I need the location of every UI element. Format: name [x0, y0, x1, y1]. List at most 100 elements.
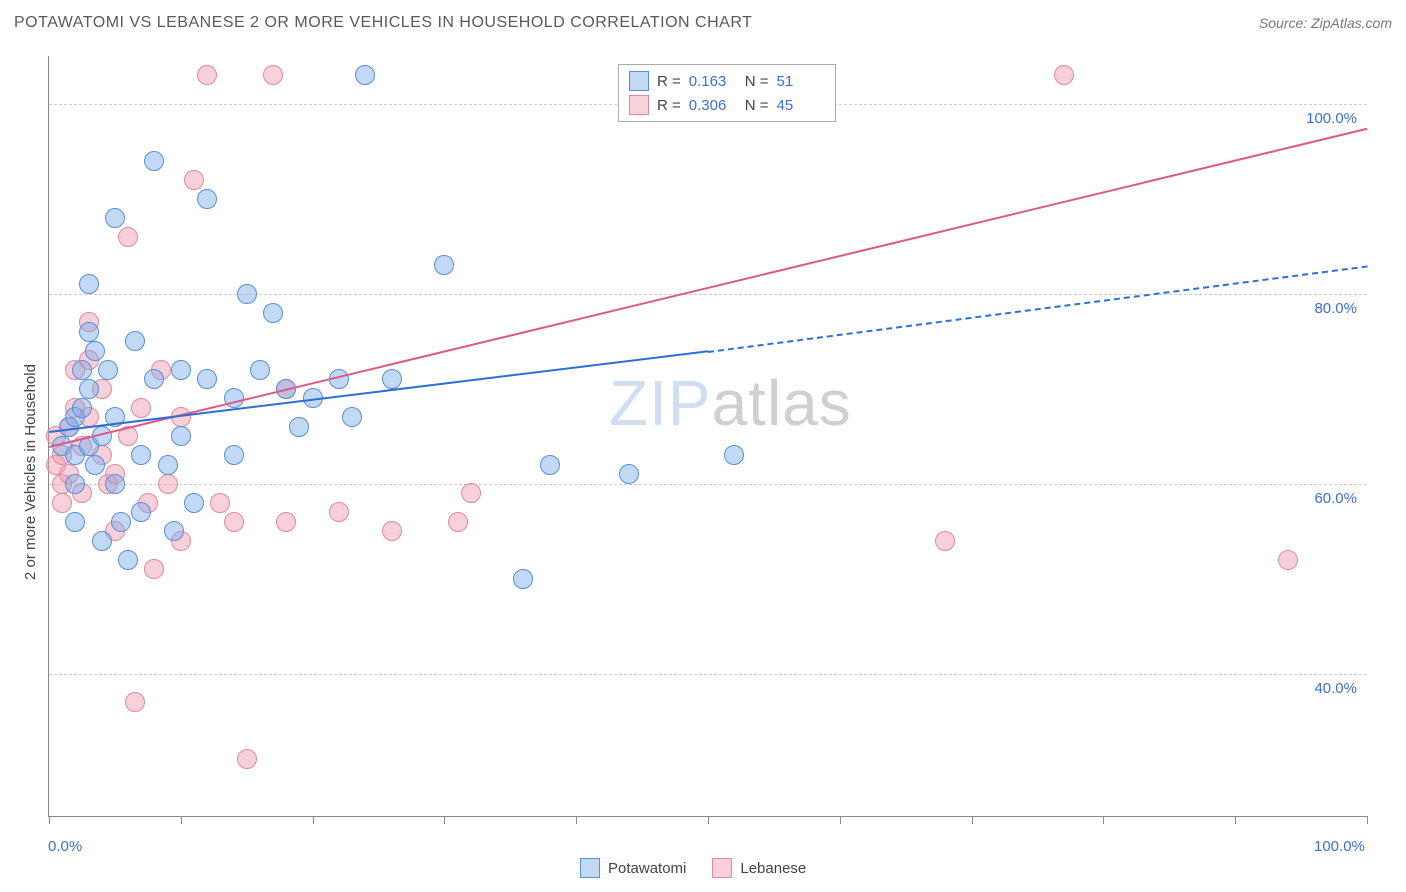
- r-label: R =: [657, 73, 681, 90]
- tick-x: [313, 816, 314, 824]
- correlation-stats-box: R =0.163N =51R =0.306N =45: [618, 64, 836, 122]
- tick-x: [444, 816, 445, 824]
- watermark: ZIPatlas: [609, 366, 852, 440]
- point-potawatomi: [513, 569, 533, 589]
- tick-x: [1103, 816, 1104, 824]
- tick-x: [1367, 816, 1368, 824]
- point-potawatomi: [79, 379, 99, 399]
- swatch-potawatomi: [580, 858, 600, 878]
- x-tick-label-min: 0.0%: [48, 838, 82, 855]
- point-potawatomi: [144, 151, 164, 171]
- tick-x: [972, 816, 973, 824]
- point-potawatomi: [250, 360, 270, 380]
- point-lebanese: [276, 512, 296, 532]
- trendline-potawatomi-ext: [708, 265, 1367, 352]
- tick-x: [181, 816, 182, 824]
- legend-item-lebanese: Lebanese: [712, 858, 806, 878]
- point-potawatomi: [125, 331, 145, 351]
- point-lebanese: [263, 65, 283, 85]
- point-potawatomi: [79, 274, 99, 294]
- gridline-y: [49, 674, 1367, 675]
- point-potawatomi: [619, 464, 639, 484]
- point-potawatomi: [171, 360, 191, 380]
- point-lebanese: [118, 227, 138, 247]
- source-name: ZipAtlas.com: [1311, 15, 1392, 31]
- point-lebanese: [158, 474, 178, 494]
- source-label: Source:: [1259, 15, 1307, 31]
- point-potawatomi: [98, 360, 118, 380]
- point-potawatomi: [92, 531, 112, 551]
- point-lebanese: [1278, 550, 1298, 570]
- r-value: 0.163: [689, 73, 737, 90]
- point-potawatomi: [72, 360, 92, 380]
- y-tick-label: 80.0%: [1314, 300, 1357, 317]
- y-tick-label: 60.0%: [1314, 490, 1357, 507]
- watermark-atlas: atlas: [712, 367, 852, 439]
- legend-label: Potawatomi: [608, 860, 686, 877]
- point-potawatomi: [65, 512, 85, 532]
- point-potawatomi: [105, 474, 125, 494]
- point-potawatomi: [540, 455, 560, 475]
- point-potawatomi: [164, 521, 184, 541]
- point-potawatomi: [263, 303, 283, 323]
- n-value: 51: [777, 73, 825, 90]
- point-potawatomi: [131, 502, 151, 522]
- point-potawatomi: [65, 474, 85, 494]
- n-label: N =: [745, 73, 769, 90]
- point-potawatomi: [197, 369, 217, 389]
- point-lebanese: [329, 502, 349, 522]
- point-potawatomi: [85, 341, 105, 361]
- point-lebanese: [237, 749, 257, 769]
- point-potawatomi: [105, 208, 125, 228]
- point-potawatomi: [342, 407, 362, 427]
- point-potawatomi: [237, 284, 257, 304]
- swatch-potawatomi: [629, 71, 649, 91]
- r-value: 0.306: [689, 97, 737, 114]
- point-lebanese: [461, 483, 481, 503]
- point-lebanese: [184, 170, 204, 190]
- stats-row-potawatomi: R = 0.163 N = 51: [629, 69, 825, 93]
- point-potawatomi: [131, 445, 151, 465]
- gridline-y: [49, 484, 1367, 485]
- swatch-lebanese: [712, 858, 732, 878]
- x-tick-label-max: 100.0%: [1314, 838, 1365, 855]
- point-potawatomi: [144, 369, 164, 389]
- tick-x: [708, 816, 709, 824]
- swatch-lebanese: [629, 95, 649, 115]
- legend-label: Lebanese: [740, 860, 806, 877]
- point-lebanese: [382, 521, 402, 541]
- point-potawatomi: [382, 369, 402, 389]
- stats-row-lebanese: R =0.306N =45: [629, 93, 825, 117]
- legend-item-potawatomi: Potawatomi: [580, 858, 686, 878]
- chart-header: POTAWATOMI VS LEBANESE 2 OR MORE VEHICLE…: [0, 0, 1406, 46]
- tick-x: [49, 816, 50, 824]
- source-attribution: Source: ZipAtlas.com: [1259, 15, 1392, 31]
- point-potawatomi: [724, 445, 744, 465]
- point-potawatomi: [171, 426, 191, 446]
- r-label: R =: [657, 97, 681, 114]
- point-potawatomi: [158, 455, 178, 475]
- point-lebanese: [448, 512, 468, 532]
- tick-x: [576, 816, 577, 824]
- point-potawatomi: [289, 417, 309, 437]
- point-lebanese: [935, 531, 955, 551]
- y-axis-title: 2 or more Vehicles in Household: [22, 364, 39, 580]
- point-potawatomi: [197, 189, 217, 209]
- watermark-zip: ZIP: [609, 367, 712, 439]
- y-tick-label: 100.0%: [1306, 110, 1357, 127]
- point-potawatomi: [434, 255, 454, 275]
- y-tick-label: 40.0%: [1314, 680, 1357, 697]
- tick-x: [1235, 816, 1236, 824]
- point-potawatomi: [72, 398, 92, 418]
- point-lebanese: [52, 493, 72, 513]
- chart-title: POTAWATOMI VS LEBANESE 2 OR MORE VEHICLE…: [14, 14, 752, 32]
- point-lebanese: [210, 493, 230, 513]
- point-potawatomi: [118, 550, 138, 570]
- tick-x: [840, 816, 841, 824]
- n-value: 45: [777, 97, 825, 114]
- legend-bottom: Potawatomi Lebanese: [580, 858, 806, 878]
- point-lebanese: [197, 65, 217, 85]
- point-potawatomi: [111, 512, 131, 532]
- point-potawatomi: [79, 322, 99, 342]
- point-lebanese: [1054, 65, 1074, 85]
